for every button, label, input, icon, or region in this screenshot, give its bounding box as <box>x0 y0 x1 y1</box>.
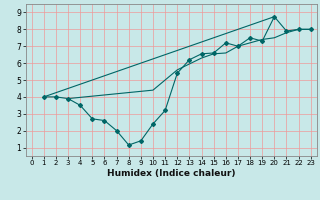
X-axis label: Humidex (Indice chaleur): Humidex (Indice chaleur) <box>107 169 236 178</box>
